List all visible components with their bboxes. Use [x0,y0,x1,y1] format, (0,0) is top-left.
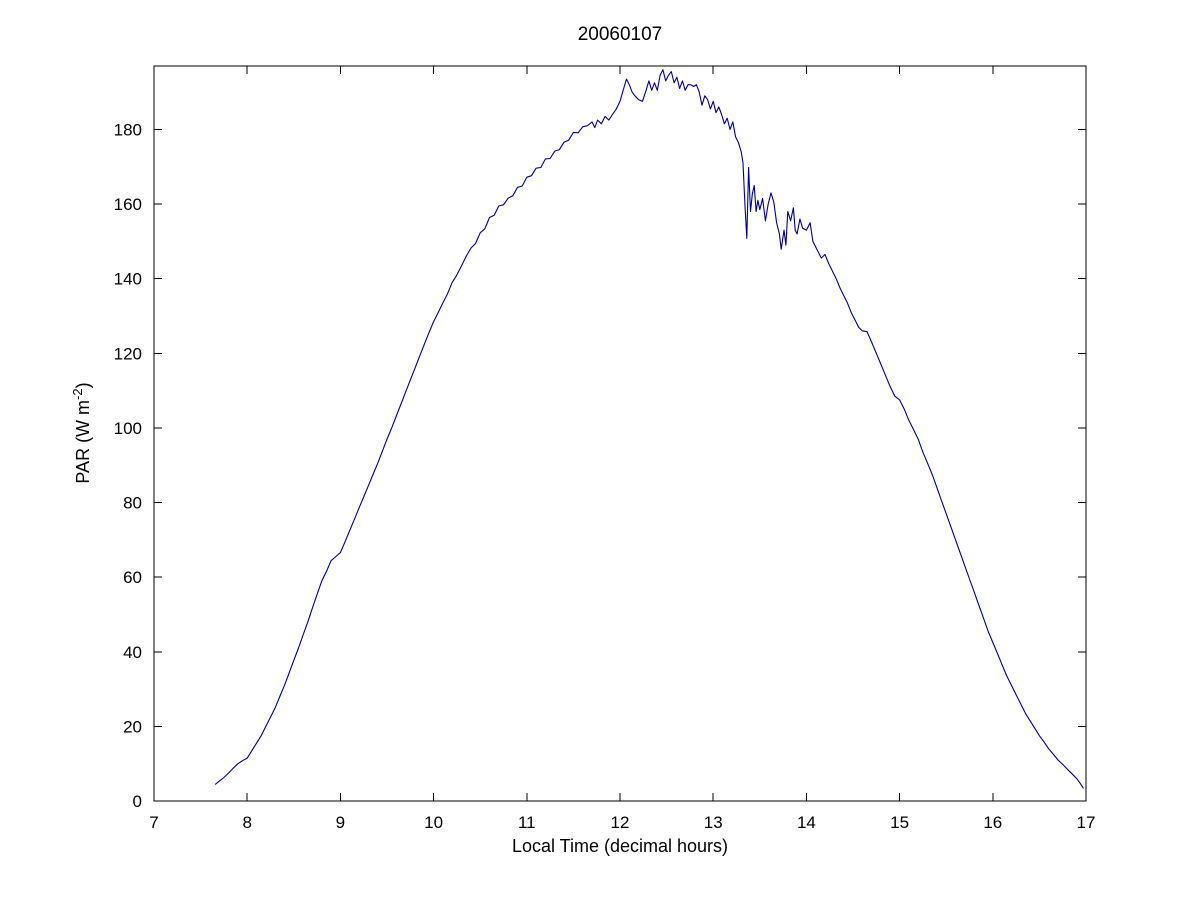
series-layer [214,69,1084,789]
x-tick-label: 14 [797,813,816,832]
y-axis-label-text: PAR (W m [73,399,93,484]
y-axis-label-superscript: -2 [70,388,85,400]
axes-layer: 7 8 9 10 11 12 13 14 15 16 17 0 20 40 60 80 100 120 140 160… [114,65,1096,832]
x-tick-label: 13 [704,813,723,832]
data-series-line [214,69,1084,789]
y-axis-label-close: ) [73,382,93,389]
x-axis-label: Local Time (decimal hours) [511,836,729,856]
x-tick-label: 10 [424,813,443,832]
y-tick-label: 80 [123,494,142,513]
x-tick-label: 8 [242,813,251,832]
y-tick-label: 20 [123,717,142,736]
y-tick-label: 140 [114,270,142,289]
y-tick-label: 180 [114,120,142,139]
plot-border [153,65,1087,802]
x-tick-label: 17 [1077,813,1096,832]
x-tick-label: 16 [983,813,1002,832]
x-tick-label: 9 [336,813,345,832]
y-tick-label: 40 [123,643,142,662]
x-tick-label: 7 [149,813,158,832]
y-tick-label: 100 [114,419,142,438]
y-tick-label: 60 [123,568,142,587]
x-tick-label: 12 [611,813,630,832]
y-tick-label: 0 [133,792,142,811]
y-axis-label: PAR (W m-2) [70,382,94,483]
chart-title: 20060107 [577,24,663,45]
y-tick-label: 160 [114,195,142,214]
x-tick-label: 15 [890,813,909,832]
y-tick-label: 120 [114,344,142,363]
x-tick-label: 11 [518,813,536,832]
